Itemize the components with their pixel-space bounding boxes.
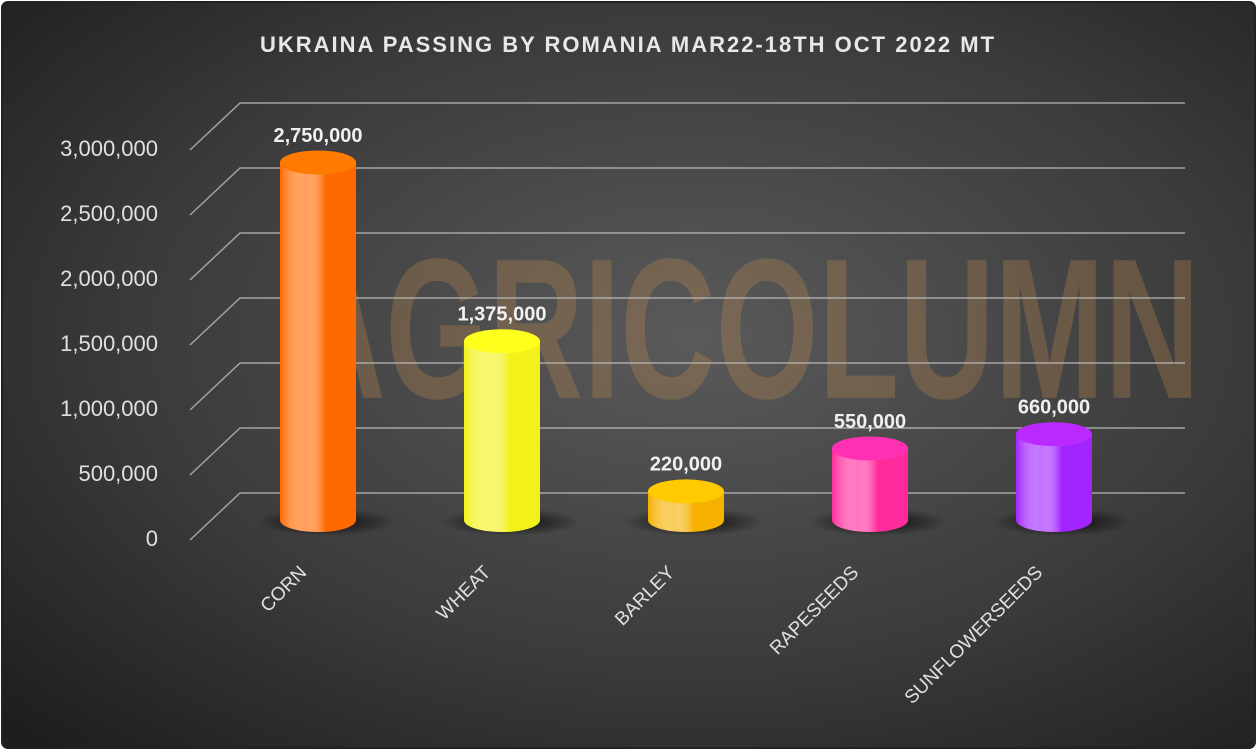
- bar-top: [280, 150, 356, 175]
- grid-line: [189, 232, 1185, 281]
- y-tick-label: 0: [146, 526, 158, 551]
- chart-title: UKRAINA PASSING BY ROMANIA MAR22-18TH OC…: [260, 32, 996, 57]
- grid-line: [189, 167, 1185, 216]
- y-tick-label: 2,500,000: [60, 201, 158, 226]
- y-tick-label: 1,000,000: [60, 396, 158, 421]
- bar-shade: [280, 162, 356, 532]
- value-label: 660,000: [1018, 396, 1090, 418]
- y-tick-label: 2,000,000: [60, 266, 158, 291]
- y-tick-label: 500,000: [78, 461, 158, 486]
- bar-shade: [1016, 434, 1092, 532]
- grid-line: [189, 102, 1185, 151]
- bar-top: [648, 479, 724, 504]
- y-tick-label: 3,000,000: [60, 136, 158, 161]
- bar-top: [1016, 422, 1092, 447]
- value-label: 220,000: [650, 454, 722, 476]
- bar-shade: [832, 448, 908, 532]
- value-label: 2,750,000: [274, 125, 363, 147]
- value-label: 550,000: [834, 411, 906, 433]
- bar-top: [832, 436, 908, 461]
- bar-top: [464, 329, 540, 354]
- y-tick-label: 1,500,000: [60, 331, 158, 356]
- watermark: AGRICOLUMN: [290, 218, 1200, 441]
- grid-line: [189, 362, 1185, 411]
- value-label: 1,375,000: [458, 304, 547, 326]
- grid-line: [189, 297, 1185, 346]
- bar-shade: [464, 341, 540, 532]
- grid-line: [189, 427, 1185, 476]
